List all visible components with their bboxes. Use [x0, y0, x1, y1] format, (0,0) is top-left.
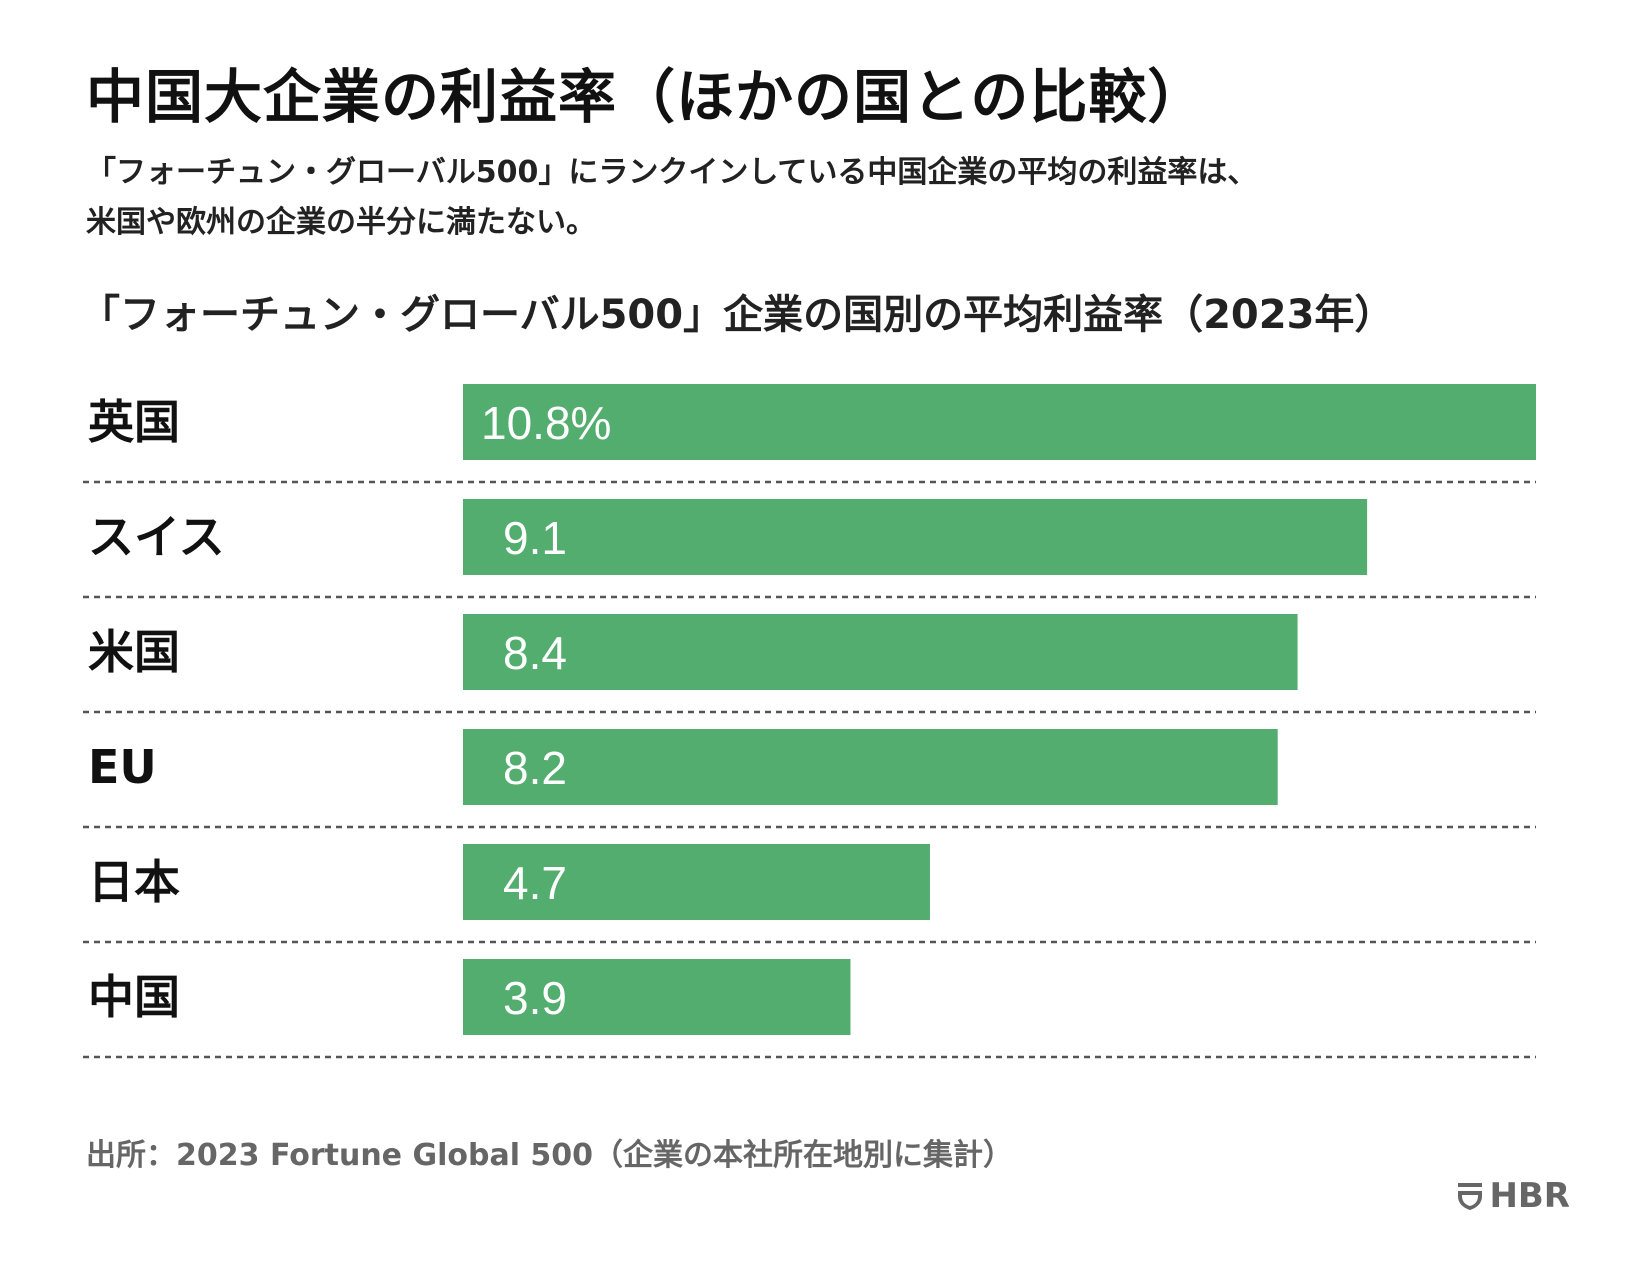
brand-logo: HBR — [1455, 1176, 1570, 1216]
category-label: EU — [88, 740, 157, 794]
subtitle-line-1: 「フォーチュン・グローバル500」にランクインしている中国企業の平均の利益率は、 — [86, 155, 1258, 190]
bar — [463, 614, 1298, 690]
brand-name: HBR — [1489, 1176, 1570, 1216]
bar — [463, 384, 1536, 460]
category-label: スイス — [88, 510, 225, 564]
value-label: 8.2 — [503, 742, 567, 794]
category-label: 中国 — [88, 970, 180, 1024]
category-label: 日本 — [88, 855, 180, 909]
category-label: 米国 — [88, 625, 180, 679]
bar — [463, 499, 1368, 575]
value-label: 10.8% — [481, 397, 611, 449]
bar — [463, 844, 930, 920]
subtitle-line-2: 米国や欧州の企業の半分に満たない。 — [86, 205, 596, 240]
category-label: 英国 — [88, 395, 180, 449]
value-label: 8.4 — [503, 627, 567, 679]
value-label: 3.9 — [503, 972, 567, 1024]
value-label: 4.7 — [503, 857, 567, 909]
subtitle: 「フォーチュン・グローバル500」にランクインしている中国企業の平均の利益率は、… — [86, 148, 1257, 248]
chart-title: 「フォーチュン・グローバル500」企業の国別の平均利益率（2023年） — [80, 292, 1395, 338]
hbr-shield-icon — [1458, 1183, 1483, 1210]
bar-chart: 英国 10.8% スイス 9.1 米国 8.4 EU 8.2 日本 4.7 中国 3.9 — [83, 384, 1536, 1059]
source-note: 出所：2023 Fortune Global 500（企業の本社所在地別に集計） — [86, 1138, 1014, 1173]
page-title: 中国大企業の利益率（ほかの国との比較） — [86, 63, 1207, 131]
value-label: 9.1 — [503, 512, 567, 564]
bar — [463, 729, 1278, 805]
bar — [463, 959, 851, 1035]
